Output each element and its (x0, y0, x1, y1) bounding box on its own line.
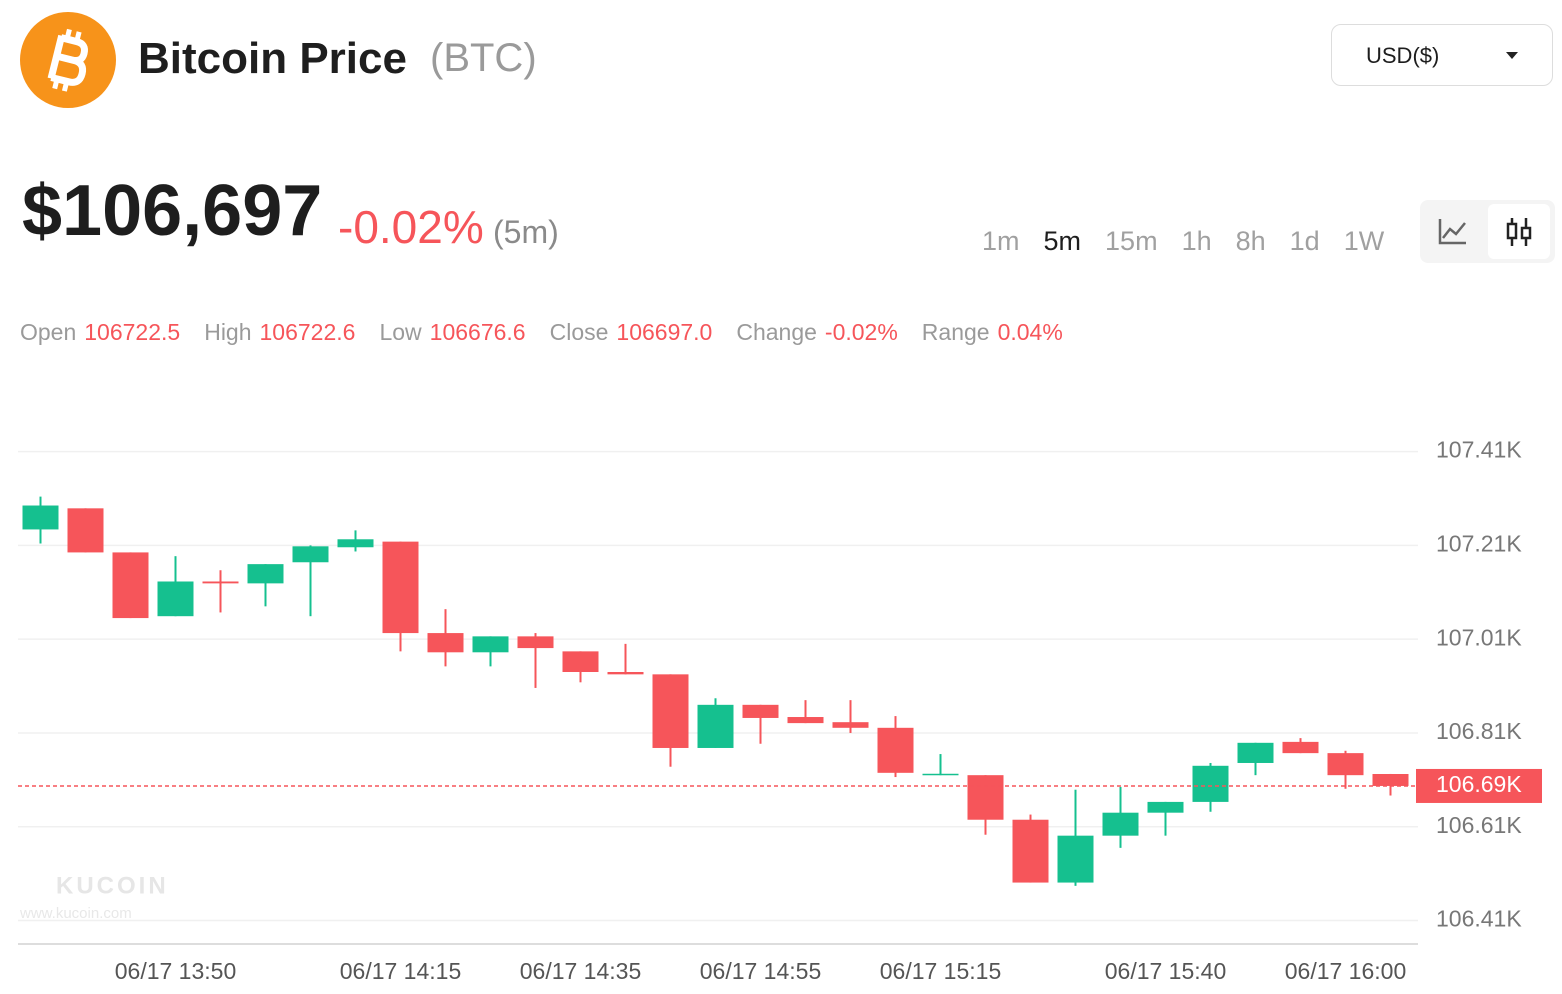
candle-body (247, 564, 284, 584)
candle-body (472, 636, 509, 653)
candle-body (292, 546, 329, 563)
watermark-url: www.kucoin.com (19, 905, 132, 922)
x-tick-label: 06/17 14:35 (520, 958, 642, 984)
price-interval: (5m) (493, 214, 559, 250)
candle-body (157, 581, 194, 617)
candle-body (1147, 801, 1184, 813)
currency: USD($) (1366, 43, 1440, 68)
candle-body (1237, 742, 1274, 763)
interval-tab[interactable]: 8h (1235, 226, 1266, 256)
candle-body (742, 704, 779, 718)
candle-body (697, 704, 734, 748)
y-tick-label: 107.21K (1436, 530, 1522, 556)
stat-value: 106722.5 (84, 319, 181, 345)
price-change: -0.02% (338, 201, 484, 253)
candle-body (562, 651, 599, 672)
interval-tab[interactable]: 1d (1289, 226, 1320, 256)
watermark-brand: KUCOIN (56, 872, 169, 899)
price: $106,697 (22, 171, 323, 251)
chart-toggle (1420, 200, 1555, 263)
candle-body (832, 722, 869, 728)
last-price-tag (1416, 768, 1542, 803)
candle-button[interactable] (1488, 204, 1550, 259)
interval-tab[interactable]: 1W (1343, 226, 1385, 256)
candle-body (1372, 774, 1409, 786)
stat-value: -0.02% (824, 319, 898, 345)
y-tick-label: 106.81K (1436, 718, 1522, 744)
y-tick-label: 106.41K (1436, 906, 1522, 932)
candle-body (337, 539, 374, 548)
candle-body (1282, 741, 1319, 754)
currency-dropdown[interactable]: USD($) (1331, 24, 1553, 86)
candle-body (382, 541, 419, 634)
y-tick-label: 107.01K (1436, 624, 1522, 650)
candle-body (1192, 765, 1229, 802)
candle-body (517, 636, 554, 649)
candle-icon (1506, 218, 1532, 246)
btc-icon (20, 12, 116, 108)
last-price-label: 106.69K (1436, 771, 1522, 797)
candle-body (877, 727, 914, 773)
stat-label: Range (921, 319, 990, 345)
interval-tabs: 1m 5m 15m 1h 8h 1d 1W (970, 226, 1396, 257)
x-tick-label: 06/17 14:15 (340, 958, 462, 984)
y-tick-label: 106.61K (1436, 812, 1522, 838)
candle-body (112, 552, 149, 619)
stat-label: Open (20, 319, 77, 345)
line-chart-button[interactable] (1434, 215, 1474, 249)
x-tick-label: 06/17 15:15 (880, 958, 1002, 984)
candle-body (202, 581, 239, 584)
x-tick-label: 06/17 13:50 (115, 958, 237, 984)
chart: KUCOIN www.kucoin.com 106.41K 106.61K 106.… (18, 437, 1542, 984)
title: Bitcoin Price (138, 34, 407, 83)
candle-body (1102, 812, 1139, 836)
x-tick-label: 06/17 15:40 (1105, 958, 1227, 984)
stat-label: Change (736, 319, 817, 345)
candle-body (1327, 753, 1364, 776)
x-tick-label: 06/17 14:55 (700, 958, 822, 984)
candle-body (22, 505, 59, 530)
stat-label: Close (549, 319, 609, 345)
interval-tab[interactable]: 15m (1105, 226, 1158, 256)
candle-body (427, 633, 464, 653)
candle-body (922, 773, 959, 776)
stats-row: Open 106722.5 High 106722.6 Low 106676.6 Close… (20, 319, 1087, 346)
stat-value: 0.04% (997, 319, 1063, 345)
candle-body (1057, 835, 1094, 883)
interval-tab[interactable]: 5m (1043, 226, 1082, 256)
candle-body (607, 672, 644, 675)
y-tick-label: 107.41K (1436, 437, 1522, 463)
interval-tab[interactable]: 1h (1181, 226, 1212, 256)
candle-body (652, 674, 689, 748)
candle-body (787, 717, 824, 724)
x-tick-label: 06/17 16:00 (1285, 958, 1407, 984)
stat-value: 106676.6 (429, 319, 526, 345)
interval-tab[interactable]: 1m (982, 226, 1020, 256)
stat-value: 106722.6 (259, 319, 356, 345)
stat-label: Low (379, 319, 422, 345)
stat-value: 106697.0 (616, 319, 713, 345)
caret (1506, 52, 1518, 59)
candle-body (967, 775, 1004, 820)
candle-body (67, 508, 104, 553)
symbol: (BTC) (430, 36, 537, 80)
stat-label: High (204, 319, 252, 345)
candle-body (1012, 819, 1049, 883)
